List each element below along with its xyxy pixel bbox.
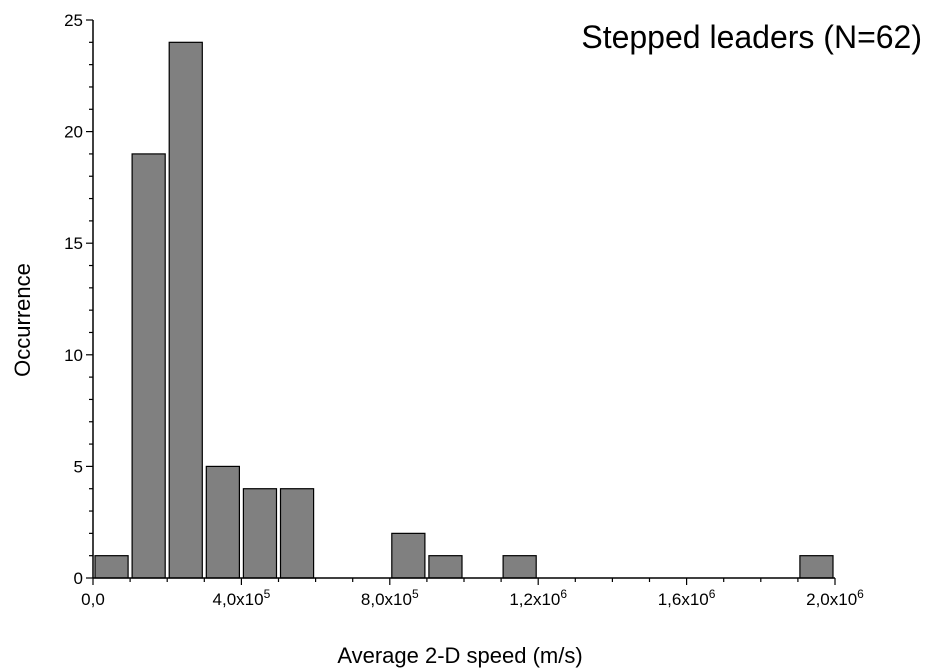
histogram-bar [242, 488, 278, 579]
x-tick-label: 8,0x105 [361, 587, 419, 609]
x-tick-label: 0,0 [81, 590, 105, 609]
histogram-bar [94, 555, 129, 579]
chart-title: Stepped leaders (N=62) [581, 19, 922, 55]
y-axis-title: Occurrence [10, 263, 35, 377]
histogram-bar [428, 555, 463, 579]
y-tick-label: 5 [74, 457, 83, 476]
x-tick-label: 2,0x106 [806, 587, 864, 609]
histogram-bar [279, 488, 315, 579]
x-axis-title: Average 2-D speed (m/s) [337, 643, 582, 668]
x-tick-label: 1,6x106 [658, 587, 716, 609]
x-tick-label: 4,0x105 [213, 587, 271, 609]
histogram-bar [502, 555, 537, 579]
y-tick-label: 10 [64, 346, 83, 365]
histogram-bar [799, 555, 834, 579]
y-tick-label: 25 [64, 11, 83, 30]
axes-group: 0 5 10 15 20 25 0,0 4,0x105 8,0x105 1,2x106 1,6x10… [64, 11, 864, 609]
x-tick-label: 1,2x106 [509, 587, 567, 609]
y-tick-label: 20 [64, 123, 83, 142]
y-tick-label: 0 [74, 569, 83, 588]
y-tick-label: 15 [64, 234, 83, 253]
histogram-bar [168, 41, 203, 579]
bars-group [94, 41, 834, 579]
histogram-bar [391, 532, 426, 579]
histogram-bar [205, 465, 241, 579]
histogram-bar [131, 153, 166, 579]
